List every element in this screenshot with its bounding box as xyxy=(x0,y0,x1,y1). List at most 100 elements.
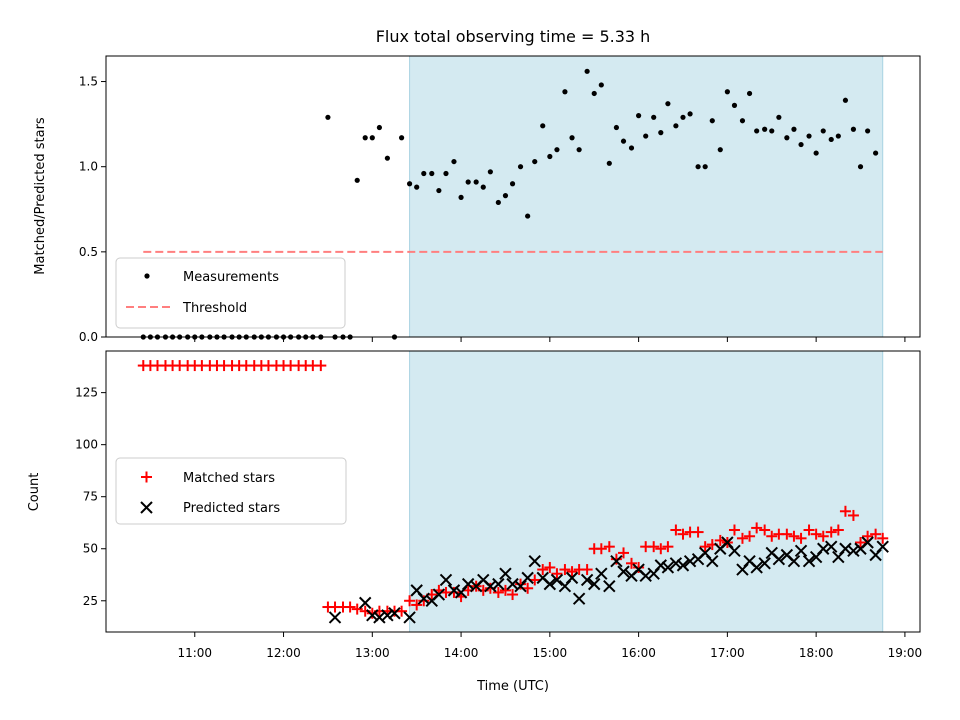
predicted-stars-point xyxy=(825,540,838,553)
measurement-point xyxy=(376,124,383,131)
matched-stars-point xyxy=(411,599,423,611)
matched-stars-point xyxy=(559,564,571,576)
predicted-stars-point xyxy=(528,555,541,568)
predicted-stars-point xyxy=(728,544,741,558)
predicted-stars-point xyxy=(588,577,601,591)
predicted-stars-point xyxy=(417,592,430,605)
measurement-point xyxy=(429,170,435,177)
measurement-point xyxy=(850,126,857,132)
measurement-point xyxy=(651,114,657,120)
legend-x-marker xyxy=(140,501,153,514)
x-tick-label: 17:00 xyxy=(710,646,745,660)
matched-stars-point xyxy=(728,524,740,536)
measurement-point xyxy=(724,89,730,95)
predicted-stars-point xyxy=(617,565,630,578)
measurement-point xyxy=(673,123,679,129)
measurement-point xyxy=(406,181,413,187)
matched-stars-point xyxy=(315,360,327,372)
matched-stars-point xyxy=(662,541,674,553)
matched-stars-point xyxy=(448,586,460,598)
legend-box xyxy=(115,257,346,329)
predicted-stars-point xyxy=(758,557,771,570)
ratio-panel-legend: Measurements Threshold xyxy=(115,257,346,329)
legend-label-matched: Matched stars xyxy=(183,471,275,486)
measurement-point xyxy=(562,89,568,95)
predicted-stars-point xyxy=(610,555,623,568)
measurement-point xyxy=(451,158,457,165)
matched-stars-point xyxy=(610,553,622,565)
y-tick-label: 0.5 xyxy=(79,245,98,259)
matched-stars-point xyxy=(847,509,859,521)
y-tick-label: 25 xyxy=(83,594,98,608)
matched-stars-point xyxy=(832,524,844,536)
predicted-stars-point xyxy=(461,577,475,591)
measurement-point xyxy=(680,114,686,120)
measurement-point xyxy=(613,124,620,131)
matched-stars-point xyxy=(839,505,851,517)
predicted-stars-point xyxy=(381,609,394,622)
x-tick-label: 14:00 xyxy=(444,646,479,660)
matched-stars-point xyxy=(670,524,682,536)
predicted-stars-point xyxy=(484,580,497,593)
measurement-point xyxy=(606,160,612,166)
predicted-stars-point xyxy=(447,584,461,597)
ratio-panel-frame xyxy=(105,55,921,338)
predicted-stars-point xyxy=(772,552,786,566)
ratio-panel: Matched/Predicted stars 0.0 0.5 1.0 1.5 Mea… xyxy=(33,55,921,344)
measurement-point xyxy=(354,177,360,183)
x-tick-label: 18:00 xyxy=(799,646,834,660)
predicted-stars-point xyxy=(861,536,874,549)
legend-label-predicted: Predicted stars xyxy=(183,501,280,516)
predicted-stars-point xyxy=(580,573,594,587)
predicted-stars-point xyxy=(839,542,852,555)
measurement-point xyxy=(591,90,597,97)
measurement-point xyxy=(636,113,642,119)
count-panel-legend: Matched stars Predicted stars xyxy=(115,457,347,525)
legend-plus-marker xyxy=(141,471,152,483)
predicted-stars-point xyxy=(572,592,586,605)
matched-stars-point xyxy=(736,532,748,544)
matched-stars-point xyxy=(544,561,556,573)
predicted-stars-point xyxy=(492,577,505,591)
matched-stars-point xyxy=(626,557,638,569)
matched-stars-point xyxy=(855,536,867,548)
x-tick-label: 16:00 xyxy=(621,646,656,660)
y-tick-label: 50 xyxy=(83,542,98,556)
measurement-point xyxy=(798,141,804,148)
matched-stars-point xyxy=(759,524,771,536)
x-tick-label: 19:00 xyxy=(888,646,923,660)
x-axis-label: Time (UTC) xyxy=(476,679,549,694)
predicted-stars-point xyxy=(366,609,379,622)
measurement-point xyxy=(436,187,442,194)
measurement-point xyxy=(465,179,471,185)
matched-stars-point xyxy=(825,526,837,538)
predicted-stars-point xyxy=(669,557,683,570)
predicted-stars-point xyxy=(639,569,652,583)
predicted-stars-point xyxy=(543,577,557,591)
matched-stars-point xyxy=(781,528,793,540)
matched-stars-point xyxy=(810,528,822,540)
measurement-point xyxy=(398,135,405,141)
measurement-point xyxy=(717,147,723,153)
measurement-point xyxy=(835,133,841,139)
y-tick-label: 1.0 xyxy=(79,160,98,174)
measurement-point xyxy=(547,153,553,160)
measurement-point xyxy=(532,158,538,165)
predicted-stars-point xyxy=(432,588,446,601)
predicted-stars-point xyxy=(847,544,860,558)
predicted-stars-point xyxy=(403,611,416,624)
legend-dot-marker xyxy=(144,273,150,279)
y-tick-label: 0.0 xyxy=(79,330,98,344)
measurement-point xyxy=(620,138,627,144)
matched-stars-point xyxy=(351,603,363,615)
measurement-point xyxy=(865,128,871,134)
matched-stars-point xyxy=(795,532,807,544)
measurement-point xyxy=(628,145,635,151)
measurement-point xyxy=(362,135,368,141)
observing-window-shade xyxy=(409,55,884,338)
measurement-point xyxy=(414,184,420,190)
matched-stars-point xyxy=(595,543,607,555)
matched-stars-point xyxy=(788,530,800,542)
x-tick-label: 13:00 xyxy=(355,646,390,660)
matched-stars-point xyxy=(862,530,874,542)
